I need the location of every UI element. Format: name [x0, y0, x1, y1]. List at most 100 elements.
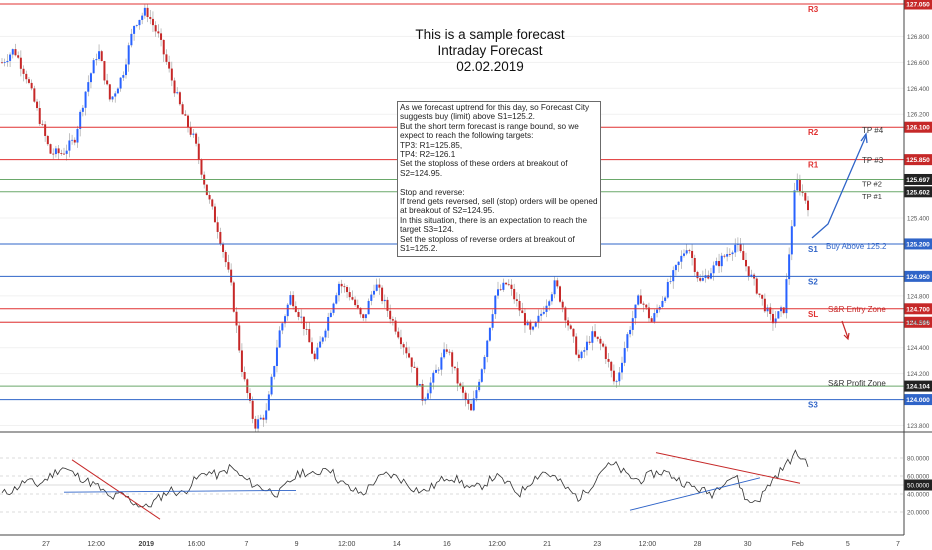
candle-body: [370, 294, 373, 301]
candle-body: [302, 316, 305, 329]
candle-body: [610, 361, 613, 371]
candle-body: [451, 352, 454, 367]
candle-body: [782, 307, 785, 314]
chart-title: This is a sample forecast Intraday Forec…: [380, 27, 600, 75]
candle-body: [240, 350, 243, 373]
time-tick-label: 16:00: [188, 541, 206, 548]
candle-body: [162, 39, 165, 55]
candle-body: [399, 337, 402, 345]
candle-body: [106, 80, 109, 85]
candle-body: [621, 362, 623, 373]
candle-body: [534, 322, 537, 327]
time-tick-label: 7: [896, 541, 900, 548]
buy-above-annotation: Buy Above 125.2: [826, 242, 887, 251]
candle-body: [178, 92, 181, 105]
candle-body: [329, 312, 332, 317]
candle-body: [184, 114, 187, 116]
candle-body: [548, 301, 551, 306]
down-arrowhead-icon: [843, 332, 850, 341]
candle-body: [313, 353, 316, 360]
candle-body: [550, 294, 553, 302]
candle-body: [216, 222, 219, 232]
price-axis-area: [904, 0, 932, 550]
forecast-note: As we forecast uptrend for this day, so …: [397, 101, 601, 257]
candle-body: [629, 329, 632, 335]
candle-body: [445, 349, 448, 352]
forecast-arrows: [811, 132, 868, 341]
candle-body: [49, 144, 52, 154]
candle-body: [459, 383, 462, 387]
candle-body: [278, 330, 281, 348]
candle-body: [9, 54, 12, 61]
candle-body: [680, 255, 683, 262]
candle-body: [149, 17, 152, 19]
rsi-trendline-support: [629, 477, 761, 511]
time-tick-label: 2019: [138, 541, 154, 548]
candle-body: [119, 77, 122, 89]
candle-body: [54, 148, 57, 155]
price-label-box: [904, 238, 932, 250]
candle-body: [604, 346, 607, 359]
candle-body: [585, 341, 588, 351]
price-tick-label: 124.400: [907, 345, 930, 352]
candle-body: [507, 284, 510, 286]
level-name: S1: [808, 245, 818, 254]
level-name: TP #2: [862, 179, 882, 188]
candle-body: [321, 337, 324, 342]
candle-body: [391, 319, 394, 321]
candle-body: [607, 358, 610, 362]
candle-body: [510, 284, 513, 289]
candle-body: [472, 398, 475, 411]
candle-body: [540, 313, 543, 316]
level-name: R1: [808, 161, 819, 170]
candle-body: [116, 88, 119, 94]
candle-body: [267, 394, 270, 411]
candle-body: [275, 347, 278, 367]
candle-body: [343, 286, 346, 288]
candle-body: [154, 25, 157, 32]
candle-body: [761, 294, 764, 299]
candle-body: [750, 274, 753, 277]
candle-body: [774, 318, 777, 324]
price-tick-label: 126.200: [907, 112, 930, 119]
candle-body: [284, 316, 287, 324]
candle-body: [542, 311, 545, 314]
candle-body: [57, 148, 60, 154]
candle-body: [297, 311, 300, 317]
candle-body: [591, 331, 594, 343]
candle-body: [683, 253, 685, 256]
candle-body: [27, 79, 30, 83]
candle-body: [742, 251, 745, 260]
time-tick-label: 27: [42, 541, 50, 548]
up-arrowhead-icon: [860, 132, 868, 144]
candle-body: [421, 383, 424, 401]
candle-body: [807, 200, 809, 211]
candle-body: [456, 368, 459, 384]
candle-body: [289, 295, 292, 305]
candle-body: [502, 282, 505, 290]
price-tick-label: 123.800: [907, 423, 930, 430]
candle-body: [22, 68, 25, 74]
candle-body: [125, 64, 127, 76]
candle-body: [491, 314, 494, 328]
candle-body: [292, 295, 295, 307]
price-label-box: [904, 380, 932, 392]
candle-body: [181, 104, 184, 115]
candle-body: [685, 250, 688, 254]
candle-body: [699, 278, 702, 281]
candle-body: [432, 372, 435, 383]
entry-zone-annotation: S&R Entry Zone: [828, 305, 886, 314]
candle-body: [561, 301, 564, 308]
candle-body: [526, 321, 529, 326]
price-label-box: [904, 121, 932, 133]
candle-body: [596, 336, 599, 339]
candle-body: [311, 342, 313, 354]
price-label-box: [904, 173, 932, 185]
title-line-3: 02.02.2019: [456, 59, 524, 74]
candle-body: [133, 25, 136, 34]
candle-body: [755, 278, 758, 294]
candle-body: [499, 289, 502, 291]
price-label: 124.104: [906, 384, 930, 391]
